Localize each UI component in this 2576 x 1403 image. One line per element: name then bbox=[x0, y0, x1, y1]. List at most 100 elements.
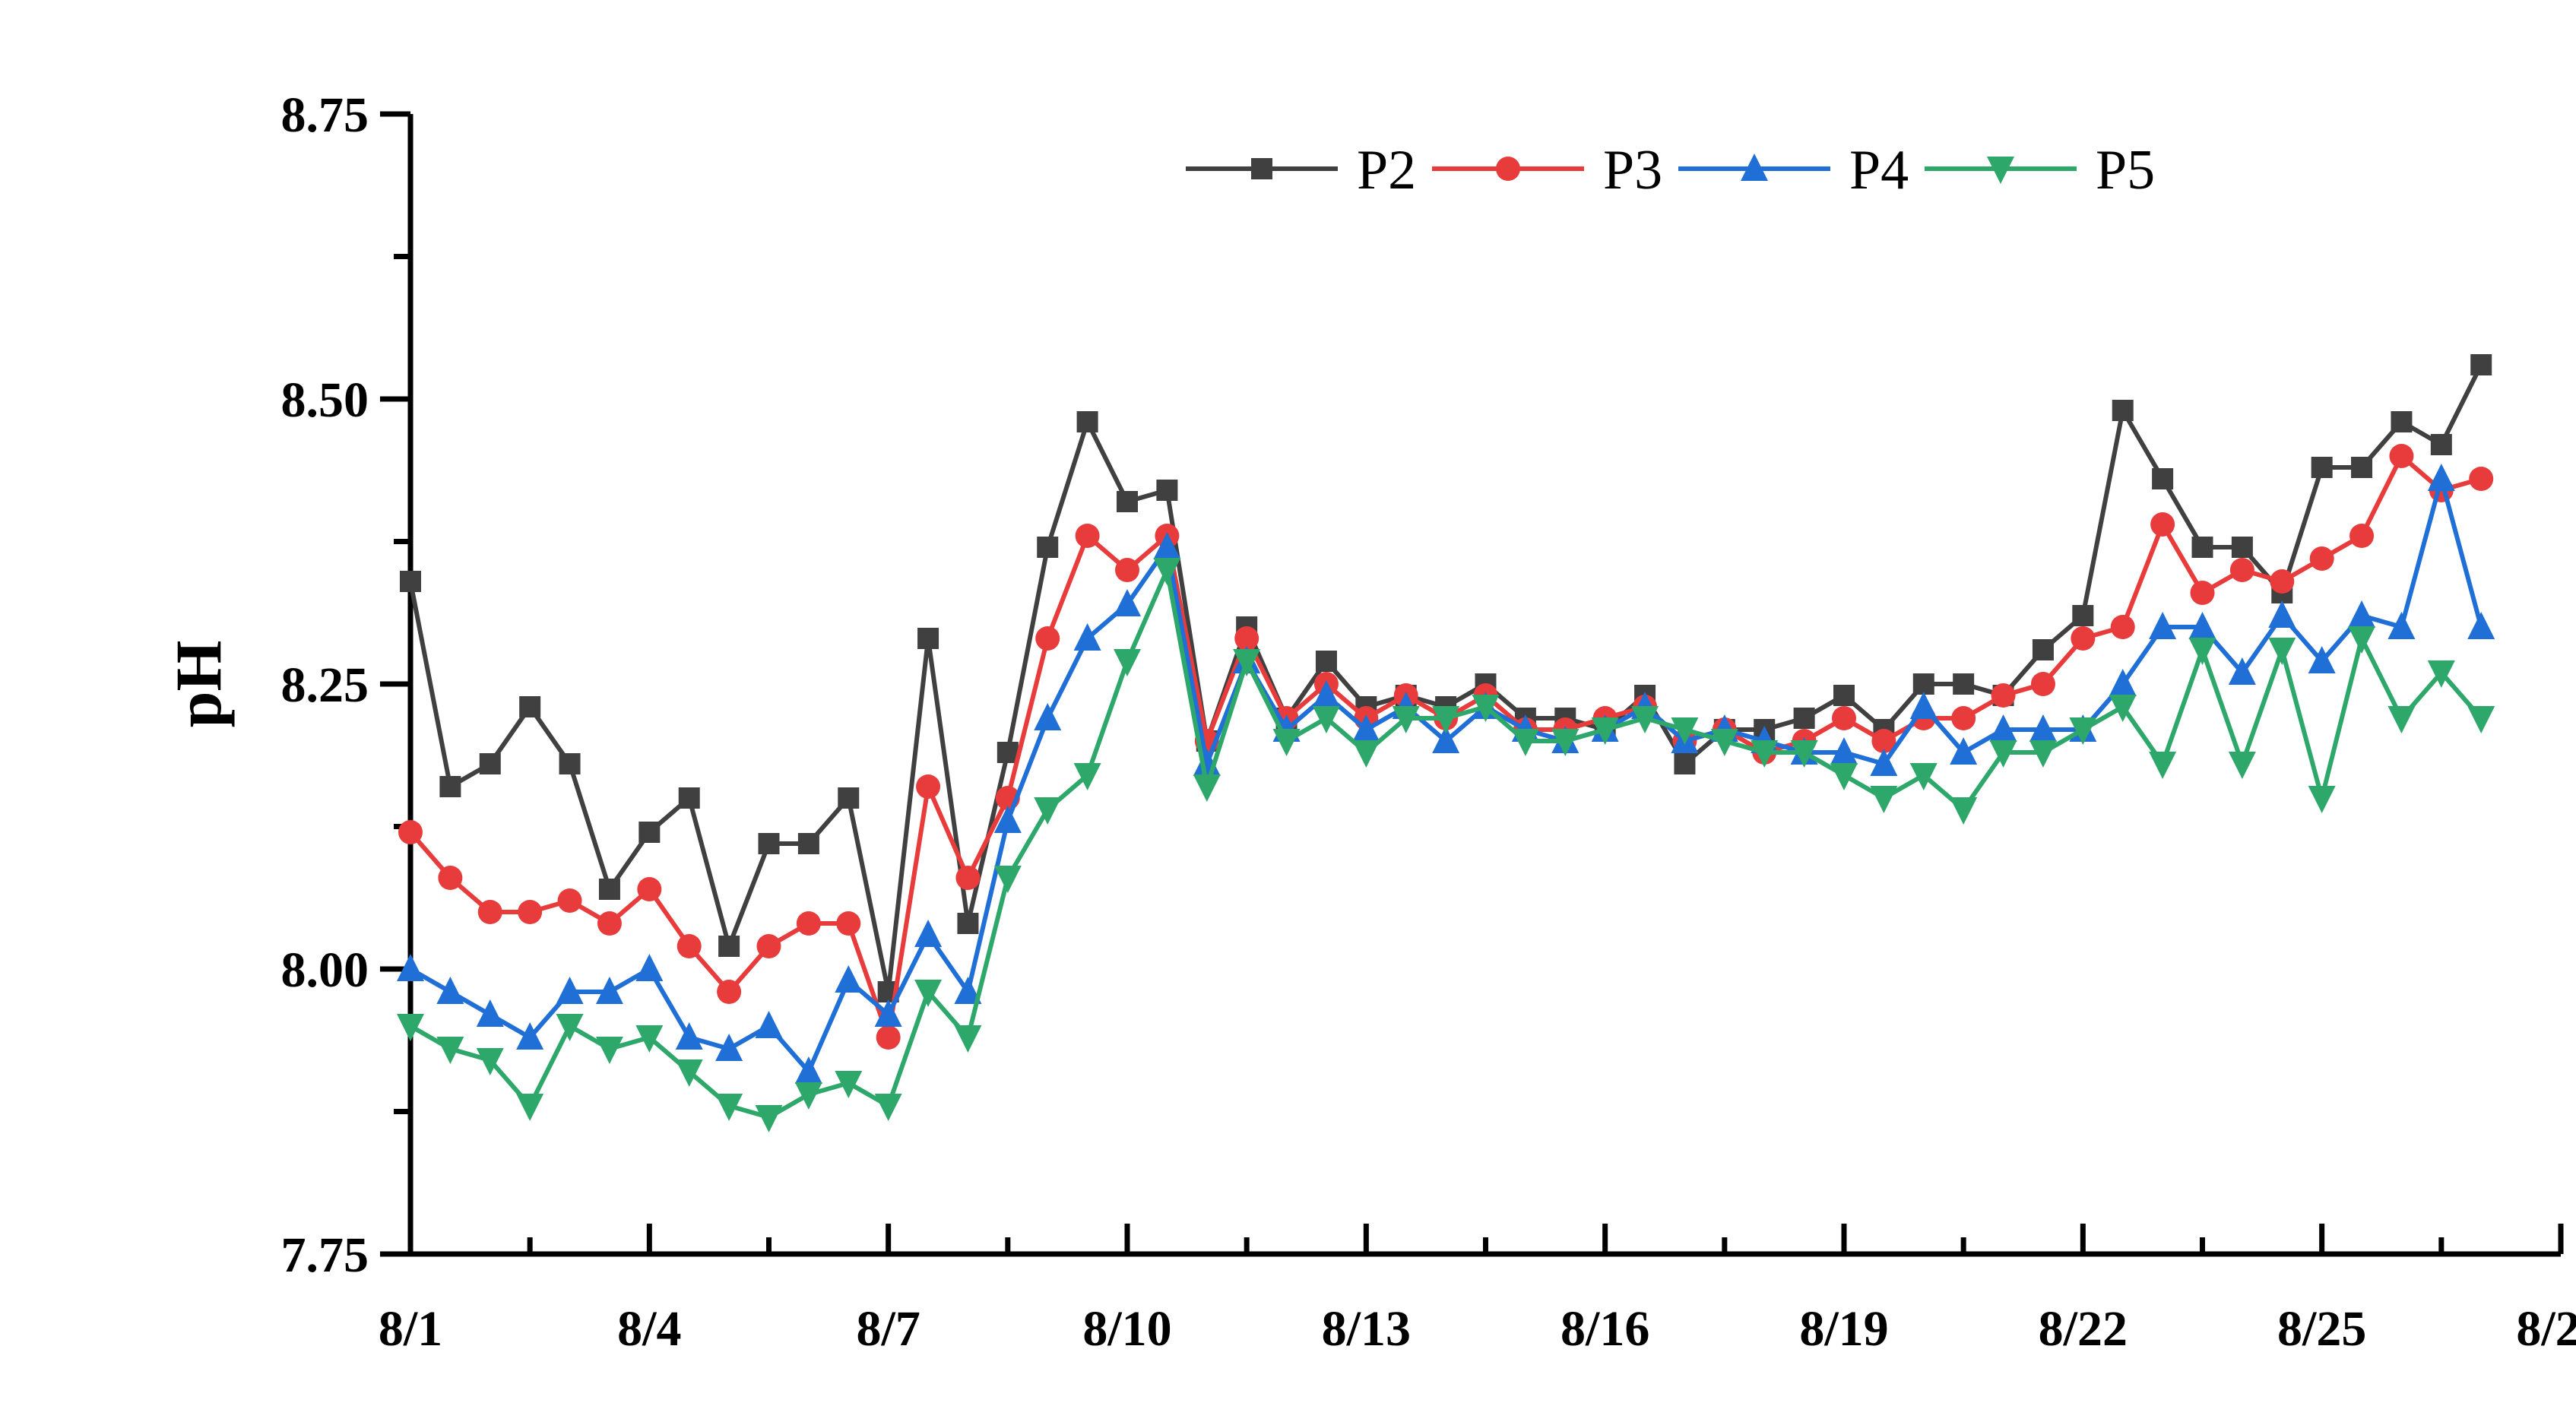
data-point-p4 bbox=[755, 1011, 783, 1038]
data-point-p5 bbox=[476, 1048, 504, 1075]
data-point-p4 bbox=[2188, 612, 2216, 639]
data-point-p5 bbox=[1233, 649, 1261, 676]
y-tick-label: 8.75 bbox=[281, 87, 369, 143]
data-point-p2 bbox=[2430, 434, 2452, 455]
data-point-p3 bbox=[717, 980, 742, 1004]
data-point-p4 bbox=[1432, 726, 1460, 753]
y-tick-label: 8.50 bbox=[281, 372, 369, 428]
data-point-p3 bbox=[1035, 626, 1060, 651]
x-tick-label: 8/10 bbox=[1082, 1301, 1171, 1357]
data-point-p5 bbox=[1352, 740, 1380, 768]
legend-label: P3 bbox=[1603, 139, 1662, 201]
data-point-p4 bbox=[1114, 589, 1141, 616]
data-point-p4 bbox=[1830, 737, 1858, 765]
data-point-p2 bbox=[400, 571, 421, 592]
data-point-p2 bbox=[838, 787, 860, 809]
data-point-p5 bbox=[2069, 717, 2097, 745]
data-point-p2 bbox=[519, 696, 541, 717]
legend-label: P2 bbox=[1357, 139, 1416, 201]
data-point-p2 bbox=[2311, 457, 2333, 478]
data-point-p3 bbox=[477, 900, 502, 924]
data-point-p4 bbox=[436, 977, 464, 1004]
legend-marker bbox=[1251, 158, 1272, 179]
data-point-p5 bbox=[595, 1037, 623, 1064]
data-point-p5 bbox=[1710, 729, 1738, 756]
data-point-p3 bbox=[1115, 558, 1139, 582]
x-tick-label: 8/1 bbox=[379, 1301, 442, 1357]
data-point-p3 bbox=[955, 866, 981, 890]
legend-item-p2: P2 bbox=[1186, 139, 1416, 201]
x-tick-label: 8/16 bbox=[1560, 1301, 1649, 1357]
data-point-p5 bbox=[1591, 717, 1619, 745]
data-point-p2 bbox=[2191, 537, 2213, 558]
data-point-p2 bbox=[797, 833, 819, 854]
data-point-p2 bbox=[718, 936, 740, 957]
data-point-p4 bbox=[2387, 612, 2416, 639]
data-point-p2 bbox=[638, 822, 661, 843]
data-point-p3 bbox=[2309, 546, 2334, 571]
data-point-p4 bbox=[874, 999, 902, 1027]
data-point-p4 bbox=[635, 954, 664, 981]
data-point-p5 bbox=[874, 1094, 902, 1121]
data-point-p2 bbox=[479, 753, 501, 774]
data-point-p4 bbox=[516, 1022, 544, 1050]
data-point-p4 bbox=[835, 965, 863, 993]
data-point-p4 bbox=[1352, 714, 1380, 742]
data-point-p3 bbox=[1991, 683, 2016, 708]
y-tick-label: 8.25 bbox=[281, 657, 369, 713]
data-point-p5 bbox=[635, 1025, 664, 1053]
data-point-p2 bbox=[1076, 411, 1098, 432]
data-point-p4 bbox=[1153, 532, 1181, 559]
data-point-p5 bbox=[516, 1094, 544, 1121]
data-point-p5 bbox=[1751, 740, 1779, 768]
data-point-p2 bbox=[1953, 673, 1975, 695]
data-point-p5 bbox=[2029, 740, 2057, 768]
data-point-p4 bbox=[2427, 464, 2455, 491]
series-p5 bbox=[397, 558, 2495, 1132]
data-point-p5 bbox=[1193, 774, 1221, 802]
data-point-p5 bbox=[2387, 706, 2416, 733]
legend-marker bbox=[1741, 154, 1768, 181]
data-point-p4 bbox=[993, 806, 1022, 833]
data-point-p4 bbox=[1312, 680, 1340, 708]
data-point-p4 bbox=[675, 1022, 703, 1050]
data-point-p4 bbox=[2467, 612, 2495, 639]
data-point-p4 bbox=[2029, 714, 2057, 742]
data-point-p3 bbox=[637, 877, 662, 901]
data-point-p5 bbox=[1312, 706, 1340, 733]
data-point-p5 bbox=[755, 1105, 783, 1132]
data-point-p2 bbox=[1793, 708, 1815, 729]
data-point-p5 bbox=[2467, 706, 2495, 733]
data-point-p2 bbox=[1156, 480, 1178, 501]
data-point-p5 bbox=[794, 1082, 822, 1110]
data-point-p5 bbox=[1631, 706, 1659, 733]
x-tick-label: 8/4 bbox=[617, 1301, 681, 1357]
data-point-p3 bbox=[1832, 706, 1856, 730]
data-point-p3 bbox=[836, 911, 861, 936]
data-point-p2 bbox=[678, 787, 700, 809]
data-point-p3 bbox=[2071, 626, 2096, 651]
series-p2 bbox=[400, 354, 2492, 1002]
data-point-p2 bbox=[2351, 457, 2373, 478]
data-point-p2 bbox=[598, 879, 620, 900]
data-point-p3 bbox=[1234, 626, 1259, 651]
data-point-p5 bbox=[1830, 763, 1858, 790]
data-point-p5 bbox=[715, 1094, 743, 1121]
data-point-p3 bbox=[876, 1025, 901, 1050]
data-point-p2 bbox=[1912, 673, 1934, 695]
legend-item-p5: P5 bbox=[1925, 139, 2155, 201]
axes: 7.75 8.00 8.25 8.50 8.75 8/1 8/4 8/7 8/10 8/13 8/1… bbox=[162, 87, 2576, 1357]
legend-item-p4: P4 bbox=[1678, 139, 1909, 201]
data-point-p5 bbox=[1671, 717, 1699, 745]
data-point-p3 bbox=[756, 934, 781, 958]
y-axis-title: pH bbox=[162, 641, 235, 728]
data-point-p5 bbox=[1392, 706, 1420, 733]
y-tick-label: 8.00 bbox=[281, 942, 369, 998]
data-point-p5 bbox=[2427, 660, 2455, 688]
data-point-p3 bbox=[1951, 706, 1976, 730]
data-point-p5 bbox=[1989, 740, 2017, 768]
data-point-p2 bbox=[2391, 411, 2413, 432]
data-point-p4 bbox=[954, 977, 982, 1004]
data-point-p2 bbox=[2231, 537, 2253, 558]
data-point-p4 bbox=[715, 1034, 743, 1061]
